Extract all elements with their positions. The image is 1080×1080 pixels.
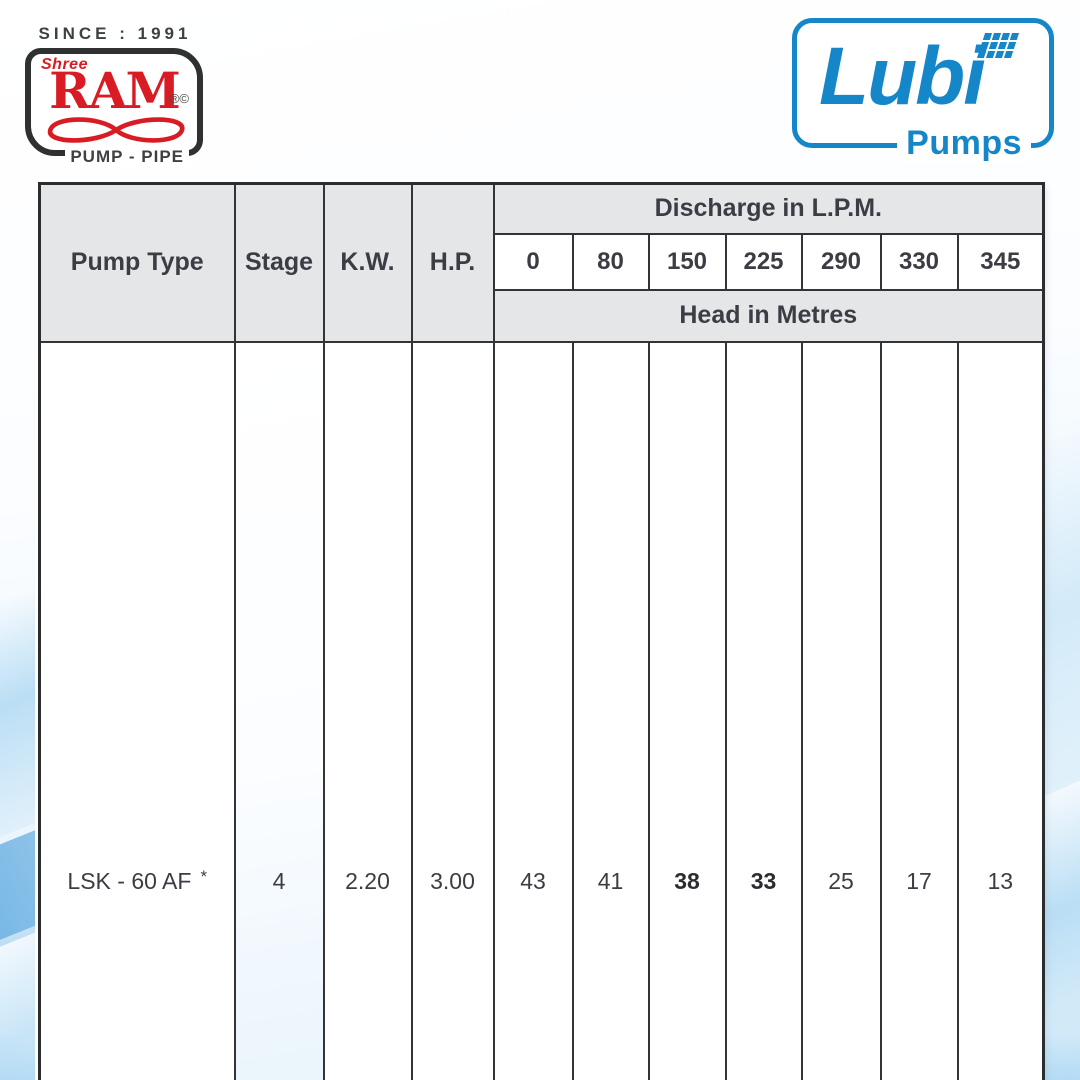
head-cell: 13 xyxy=(956,340,1045,1080)
head-cell: 38 xyxy=(647,340,727,1080)
table-row: LSK - 60 AF * 4 2.20 3.00 43 41 38 33 25 … xyxy=(38,340,1045,1080)
lubi-wordmark: Lubi xyxy=(819,31,986,122)
pump-type-cell: LSK - 60 AF * xyxy=(38,340,236,1080)
lubi-grid-icon xyxy=(976,33,1020,58)
head-cell: 41 xyxy=(571,340,650,1080)
head-cell: 17 xyxy=(879,340,959,1080)
discharge-header: Discharge in L.P.M. xyxy=(492,182,1045,235)
pump-spec-table: Pump Type Stage K.W. H.P. Discharge in L… xyxy=(38,182,1046,1080)
asterisk-mark: * xyxy=(200,867,208,886)
table-body: LSK - 60 AF * 4 2.20 3.00 43 41 38 33 25 … xyxy=(38,340,1045,1080)
trademark-symbols: ®© xyxy=(169,91,189,106)
discharge-value: 80 xyxy=(571,232,650,291)
shree-ram-logo-frame: Shree RAM ®© PUMP - PIPE xyxy=(25,48,203,167)
column-header-pump-type: Pump Type xyxy=(38,182,236,343)
head-cell: 25 xyxy=(800,340,882,1080)
column-header-kw: K.W. xyxy=(322,182,413,343)
head-cell: 43 xyxy=(492,340,574,1080)
discharge-value: 0 xyxy=(492,232,574,291)
pump-pipe-text: PUMP - PIPE xyxy=(65,147,189,167)
discharge-values-row: 0 80 150 225 290 330 345 xyxy=(40,232,1045,291)
head-in-metres-header: Head in Metres xyxy=(492,288,1045,343)
head-cell: 33 xyxy=(724,340,803,1080)
kw-cell: 2.20 xyxy=(322,340,413,1080)
column-header-stage: Stage xyxy=(233,182,325,343)
ram-wordmark: RAM ®© xyxy=(31,66,197,116)
since-1991-text: SINCE : 1991 xyxy=(38,24,192,43)
hp-cell: 3.00 xyxy=(410,340,495,1080)
shree-text: Shree xyxy=(41,56,88,73)
discharge-value: 225 xyxy=(724,232,803,291)
discharge-value: 150 xyxy=(647,232,727,291)
discharge-value: 330 xyxy=(879,232,959,291)
shree-ram-logo: SINCE : 1991 Shree RAM ®© PUMP - PIPE xyxy=(25,24,205,167)
discharge-value: 290 xyxy=(800,232,882,291)
ram-flourish-icon xyxy=(47,117,185,143)
lubi-logo: Lubi Pumps xyxy=(792,18,1054,163)
discharge-value: 345 xyxy=(956,232,1045,291)
column-header-hp: H.P. xyxy=(410,182,495,343)
lubi-pumps-text: Pumps xyxy=(897,124,1031,163)
pump-spec-table-container: Pump Type Stage K.W. H.P. Discharge in L… xyxy=(38,182,1046,1080)
stage-cell: 4 xyxy=(233,340,325,1080)
